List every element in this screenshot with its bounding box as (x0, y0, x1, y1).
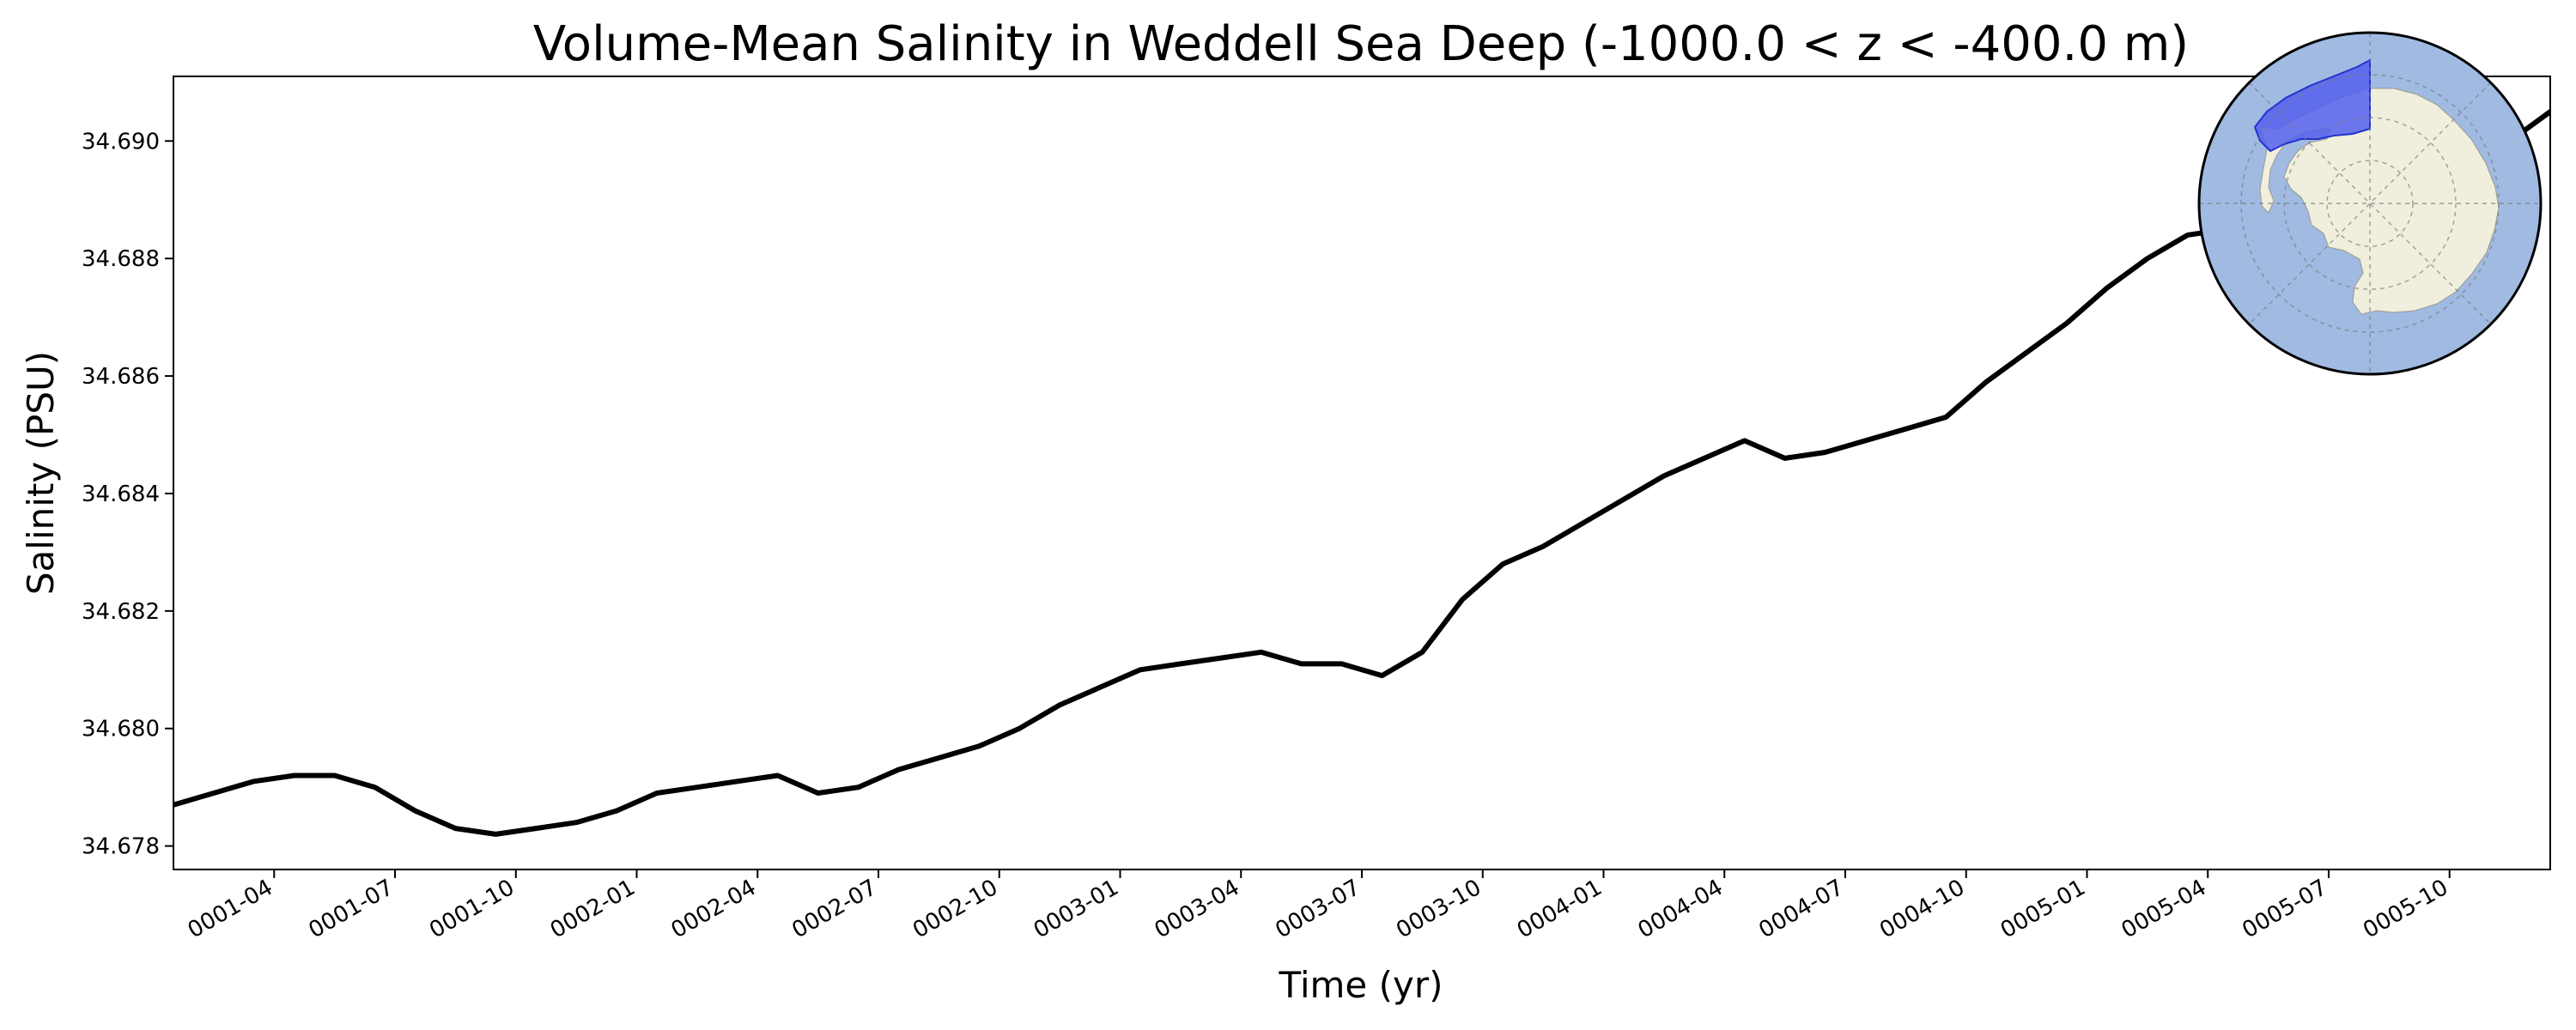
map-features (2199, 33, 2541, 374)
x-tick-label: 0001-07 (304, 875, 398, 943)
x-tick-label: 0004-07 (1754, 875, 1848, 943)
x-tick-label: 0004-04 (1634, 875, 1728, 943)
map-graticule (2199, 33, 2541, 374)
x-tick-label: 0002-04 (667, 875, 761, 943)
plot-frame (173, 76, 2551, 870)
y-tick-label: 34.690 (82, 129, 160, 154)
weddell-sea-region (2253, 58, 2371, 153)
y-axis-label: Salinity (PSU) (20, 351, 62, 595)
x-tick-label: 0005-01 (1996, 875, 2090, 943)
y-tick-label: 34.686 (82, 364, 160, 390)
map-border (2197, 31, 2543, 376)
x-tick-label: 0003-10 (1392, 875, 1485, 943)
y-tick-label: 34.680 (82, 717, 160, 742)
y-tick-label: 34.684 (82, 482, 160, 507)
x-tick-label: 0003-04 (1151, 875, 1244, 943)
series-line-0 (173, 109, 2550, 837)
x-tick-label: 0004-01 (1513, 875, 1607, 943)
x-tick-label: 0005-04 (2117, 875, 2211, 943)
y-tick-label: 34.688 (82, 246, 160, 272)
x-tick-label: 0001-10 (425, 875, 519, 943)
x-axis-label: Time (yr) (1278, 964, 1443, 1006)
x-tick-label: 0001-04 (184, 875, 277, 943)
x-tick-label: 0002-07 (787, 875, 881, 943)
antarctica-inset-map (2197, 31, 2543, 376)
x-tick-label: 0002-01 (546, 875, 640, 943)
axes-layer: 34.678 34.680 34.682 34.684 34.686 34.688 34.6… (82, 76, 2551, 943)
x-tick-label: 0003-07 (1271, 875, 1364, 943)
x-tick-label: 0003-01 (1030, 875, 1123, 943)
x-tick-label: 0004-10 (1875, 875, 1969, 943)
y-tick-label: 34.678 (82, 834, 160, 860)
chart-title: Volume-Mean Salinity in Weddell Sea Deep… (533, 16, 2189, 72)
antarctica-landmass (2259, 88, 2500, 315)
x-tick-label: 0005-07 (2238, 875, 2331, 943)
x-tick-label: 0005-10 (2359, 875, 2452, 943)
x-tick-label: 0002-10 (908, 875, 1002, 943)
y-tick-label: 34.682 (82, 599, 160, 625)
plot-layer (173, 109, 2550, 837)
